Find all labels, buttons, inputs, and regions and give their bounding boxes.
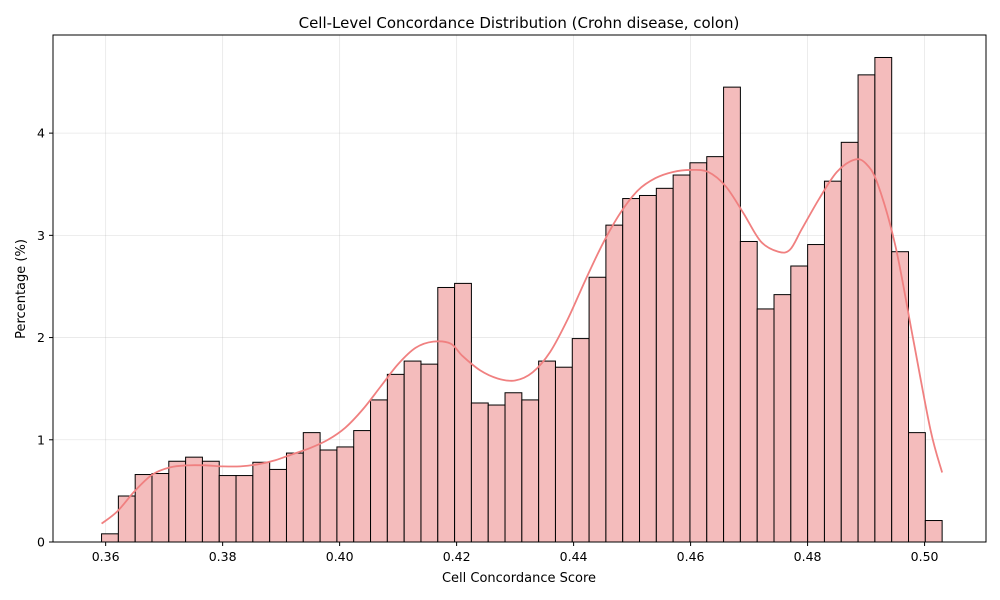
x-tick-label-5: 0.46 bbox=[677, 549, 705, 564]
x-tick-label-1: 0.38 bbox=[209, 549, 237, 564]
histogram-bar-29 bbox=[588, 276, 607, 543]
histogram-bar-28 bbox=[571, 338, 590, 543]
histogram-bar-26 bbox=[538, 360, 556, 543]
x-ticks: 0.36 0.38 0.40 0.42 0.44 0.46 0.48 0.50 bbox=[92, 542, 939, 564]
histogram-bar-19 bbox=[420, 363, 439, 543]
histogram-bar-39 bbox=[756, 308, 775, 543]
histogram-bar-37 bbox=[723, 86, 741, 543]
histogram-bar-40 bbox=[773, 294, 792, 543]
histogram-bar-10 bbox=[269, 468, 287, 543]
y-axis-label: Percentage (%) bbox=[14, 239, 29, 339]
histogram-bar-49 bbox=[924, 520, 943, 543]
histogram-bar-6 bbox=[201, 460, 220, 543]
histogram-bar-20 bbox=[437, 286, 456, 543]
x-tick-label-3: 0.42 bbox=[443, 549, 471, 564]
y-tick-label-0: 0 bbox=[37, 535, 45, 550]
y-tick-label-2: 2 bbox=[37, 330, 45, 345]
histogram-bar-25 bbox=[521, 399, 540, 543]
histogram-bar-43 bbox=[823, 180, 842, 543]
x-axis-label: Cell Concordance Score bbox=[442, 571, 596, 586]
y-tick-label-1: 1 bbox=[37, 432, 45, 447]
histogram-bar-17 bbox=[386, 373, 405, 543]
histogram-bar-35 bbox=[689, 162, 708, 543]
histogram-bar-21 bbox=[454, 282, 472, 543]
histogram-bar-22 bbox=[470, 402, 489, 543]
chart-title: Cell-Level Concordance Distribution (Cro… bbox=[299, 14, 740, 32]
x-tick-label-7: 0.50 bbox=[911, 549, 939, 564]
histogram-bar-44 bbox=[840, 141, 859, 543]
histogram-bar-15 bbox=[353, 430, 372, 543]
histogram-bar-3 bbox=[151, 473, 170, 543]
bars-layer bbox=[101, 56, 943, 543]
kde-curve bbox=[100, 158, 943, 525]
x-tick-label-0: 0.36 bbox=[92, 549, 120, 564]
histogram-bar-1 bbox=[117, 495, 136, 543]
y-tick-label-4: 4 bbox=[37, 126, 45, 141]
histogram-bar-14 bbox=[336, 446, 355, 543]
histogram-bar-34 bbox=[672, 174, 691, 543]
x-tick-label-2: 0.40 bbox=[326, 549, 354, 564]
histogram-bar-31 bbox=[622, 198, 641, 543]
histogram-bar-45 bbox=[857, 74, 876, 543]
histogram-bar-23 bbox=[487, 404, 506, 543]
histogram-bar-4 bbox=[168, 460, 187, 543]
histogram-bar-2 bbox=[134, 474, 153, 543]
histogram-bar-41 bbox=[790, 265, 809, 543]
histogram-bar-5 bbox=[185, 456, 203, 543]
histogram-bar-24 bbox=[504, 392, 523, 543]
y-ticks: 0 1 2 3 4 bbox=[37, 126, 53, 550]
x-tick-label-4: 0.44 bbox=[560, 549, 588, 564]
histogram-bar-13 bbox=[319, 449, 338, 543]
histogram-bar-16 bbox=[370, 399, 388, 543]
histogram-bar-46 bbox=[874, 56, 893, 543]
histogram-bar-18 bbox=[403, 360, 422, 543]
histogram-bar-9 bbox=[252, 461, 271, 543]
histogram-bar-11 bbox=[285, 452, 304, 543]
histogram-bar-42 bbox=[807, 244, 825, 543]
histogram-bar-27 bbox=[554, 366, 573, 543]
histogram-bar-33 bbox=[655, 187, 674, 543]
y-tick-label-3: 3 bbox=[37, 228, 45, 243]
histogram-bar-7 bbox=[218, 475, 237, 543]
histogram-bar-38 bbox=[739, 240, 758, 543]
axes-frame bbox=[52, 34, 987, 543]
x-tick-label-6: 0.48 bbox=[794, 549, 822, 564]
histogram-bar-36 bbox=[706, 156, 725, 543]
histogram-bar-0 bbox=[101, 533, 119, 543]
histogram-bar-30 bbox=[605, 224, 624, 543]
histogram-bar-32 bbox=[639, 194, 657, 543]
histogram-bar-48 bbox=[908, 432, 926, 543]
histogram-bar-8 bbox=[235, 475, 254, 543]
